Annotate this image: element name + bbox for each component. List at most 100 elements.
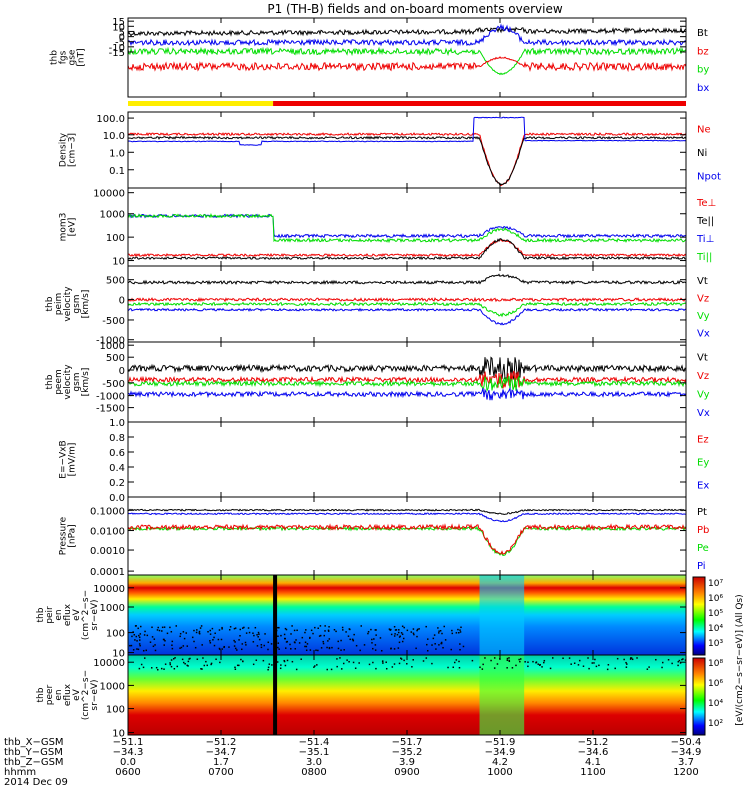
ylabel-ion_spec: eflux	[63, 603, 73, 626]
noise-dot	[371, 638, 373, 641]
noise-dot	[290, 648, 292, 650]
noise-dot	[508, 659, 510, 662]
noise-dot	[136, 648, 138, 650]
noise-dot	[328, 646, 331, 649]
noise-dot	[588, 667, 590, 670]
ytick-label: 10.0	[103, 131, 125, 142]
legend-Ti⊥: Ti⊥	[696, 234, 714, 245]
noise-dot	[506, 657, 509, 660]
noise-dot	[351, 638, 354, 641]
noise-dot	[393, 648, 396, 650]
noise-dot	[304, 645, 306, 648]
legend-bx: bx	[697, 83, 709, 94]
series-Pe	[127, 525, 687, 557]
noise-dot	[626, 663, 628, 665]
noise-dot	[283, 637, 286, 640]
noise-dot	[156, 668, 159, 671]
noise-dot	[506, 667, 508, 669]
noise-dot	[264, 633, 266, 635]
noise-dot	[277, 646, 279, 649]
noise-dot	[160, 667, 163, 670]
noise-dot	[209, 640, 211, 642]
noise-dot	[214, 632, 216, 635]
noise-dot	[213, 644, 216, 647]
ytick-label: 1000	[100, 210, 125, 221]
series-group	[127, 212, 687, 261]
noise-dot	[374, 629, 377, 631]
noise-dot	[352, 661, 355, 664]
series-Ne	[127, 132, 687, 187]
noise-dot	[248, 631, 251, 634]
noise-dot	[340, 668, 343, 670]
noise-dot	[412, 632, 415, 635]
noise-dot	[209, 642, 212, 644]
noise-dot	[394, 633, 396, 635]
noise-dot	[442, 646, 444, 649]
legend-Vx: Vx	[697, 408, 710, 419]
noise-dot	[342, 662, 345, 665]
ylabel-fgs: [nT]	[77, 48, 87, 66]
noise-dot	[169, 626, 171, 629]
noise-dot	[345, 631, 347, 633]
ylabel-ion_spec: en	[54, 609, 64, 620]
noise-dot	[324, 625, 326, 627]
noise-dot	[135, 635, 138, 638]
noise-dot	[380, 649, 383, 652]
noise-dot	[203, 664, 206, 667]
spectrogram-region	[479, 575, 525, 655]
noise-dot	[630, 657, 633, 659]
noise-dot	[144, 630, 146, 633]
ytick-label: 500	[106, 276, 125, 287]
noise-dot	[213, 636, 215, 639]
noise-dot	[646, 668, 649, 670]
xaxis-value: −51.9	[485, 737, 516, 748]
legend-Vz: Vz	[697, 371, 709, 382]
noise-dot	[256, 645, 259, 647]
panel-efield: E=−VxB [mV/m] Ez Ey Ex 1.0 0.8 0.6 0.4 0.2 0.0	[59, 418, 710, 504]
noise-dot	[138, 667, 141, 670]
noise-dot	[255, 659, 258, 661]
noise-dot	[438, 630, 440, 632]
noise-dot	[200, 625, 203, 627]
noise-dot	[431, 662, 433, 665]
noise-dot	[304, 641, 307, 644]
noise-dot	[594, 658, 596, 661]
noise-dot	[138, 636, 141, 639]
noise-dot	[138, 634, 140, 637]
noise-dot	[290, 633, 292, 635]
noise-dot	[447, 666, 449, 669]
spectrogram-gap	[273, 655, 278, 735]
ylabel-ion_spec: (cm^2−s−	[81, 590, 91, 640]
noise-dot	[432, 637, 435, 640]
noise-dot	[577, 664, 580, 666]
noise-dot	[275, 626, 277, 629]
noise-dot	[375, 634, 377, 636]
series-Ni	[127, 135, 687, 186]
noise-dot	[193, 629, 195, 632]
noise-dot	[389, 629, 392, 631]
noise-dot	[162, 638, 165, 641]
noise-dot	[416, 628, 419, 631]
xaxis-value: −35.2	[392, 747, 423, 758]
noise-dot	[315, 649, 317, 651]
noise-dot	[401, 633, 404, 636]
noise-dot	[549, 667, 552, 670]
noise-dot	[410, 631, 413, 633]
noise-dot	[175, 625, 178, 627]
noise-dot	[367, 631, 370, 633]
legend-Te||: Te||	[696, 216, 714, 227]
noise-dot	[614, 667, 616, 670]
noise-dot	[155, 666, 158, 669]
noise-dot	[236, 664, 239, 667]
noise-dot	[234, 668, 237, 670]
noise-dot	[354, 667, 357, 670]
ylabel-electron_velocity: [km/s]	[81, 368, 91, 397]
colorbar-lower	[692, 657, 706, 736]
noise-dot	[452, 666, 455, 669]
noise-dot	[242, 660, 244, 662]
noise-dot	[318, 635, 321, 637]
xaxis-value: 1100	[580, 767, 605, 778]
noise-dot	[267, 648, 269, 651]
noise-dot	[396, 633, 399, 636]
